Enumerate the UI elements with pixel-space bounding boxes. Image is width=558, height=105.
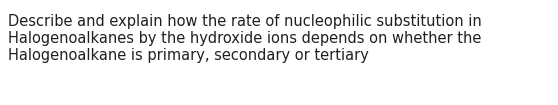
Text: Halogenoalkane is primary, secondary or tertiary: Halogenoalkane is primary, secondary or … xyxy=(8,48,369,63)
Text: Describe and explain how the rate of nucleophilic substitution in: Describe and explain how the rate of nuc… xyxy=(8,14,482,29)
Text: Halogenoalkanes by the hydroxide ions depends on whether the: Halogenoalkanes by the hydroxide ions de… xyxy=(8,31,482,46)
